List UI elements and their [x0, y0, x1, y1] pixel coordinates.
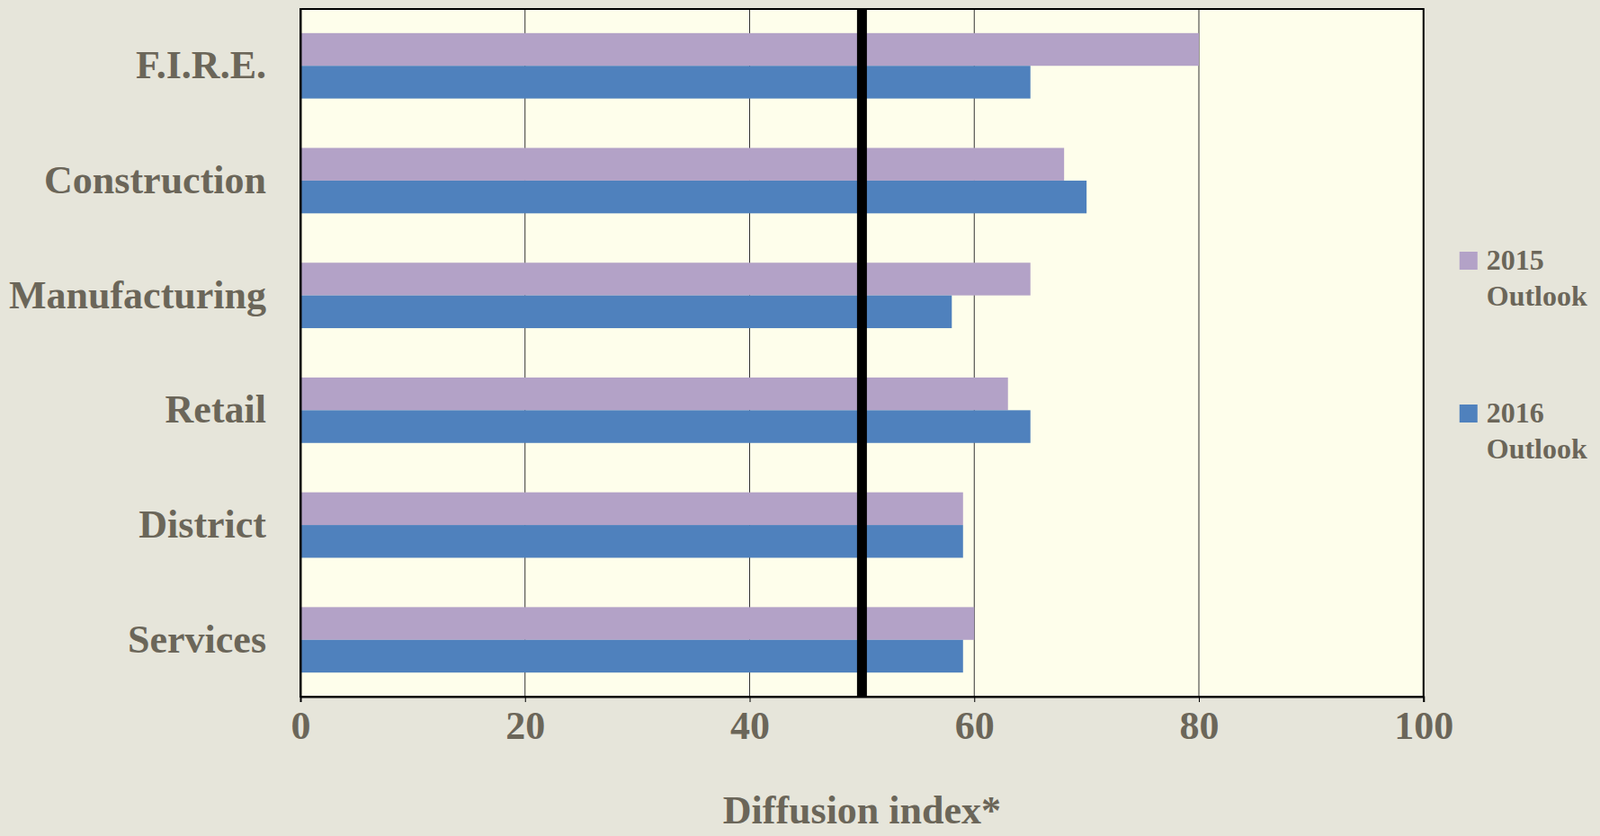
axis-line — [301, 697, 1425, 704]
tick: District — [138, 502, 301, 547]
tick-label: 100 — [1394, 704, 1454, 749]
category-label: District — [138, 502, 267, 547]
tick: Manufacturing — [8, 273, 301, 318]
category-label: F.I.R.E. — [135, 43, 267, 88]
legend-label: 2016Outlook — [1486, 396, 1588, 465]
category-label: Services — [127, 617, 267, 662]
tick: 100 — [1394, 697, 1454, 749]
axis-title: Diffusion index* — [723, 788, 1002, 833]
grid — [300, 8, 1424, 698]
grid-line — [300, 8, 302, 698]
axis-line — [300, 9, 303, 698]
plot-frame — [300, 8, 1424, 698]
tick: 20 — [505, 697, 546, 749]
tick-mark — [1198, 697, 1200, 703]
tick-label: 80 — [1179, 704, 1220, 749]
tick: Services — [127, 617, 301, 662]
tick-mark — [300, 697, 302, 703]
legend-swatch — [1459, 251, 1478, 270]
tick: 60 — [955, 697, 995, 749]
tick: F.I.R.E. — [135, 43, 301, 88]
bar-series — [300, 65, 1087, 673]
bar — [300, 65, 1031, 99]
bar — [300, 262, 1031, 295]
legend-label: 2015Outlook — [1486, 243, 1588, 313]
tick: Retail — [165, 387, 301, 432]
legend-item: 2015Outlook — [1459, 243, 1588, 313]
plot-background — [300, 8, 1424, 698]
tick-mark — [974, 697, 975, 703]
grid-line — [524, 8, 526, 698]
bar — [300, 33, 1199, 66]
tick-label: 0 — [291, 704, 312, 749]
grid-line — [749, 8, 751, 698]
tick-label: 60 — [955, 704, 995, 749]
bars — [300, 8, 1199, 698]
bar — [300, 295, 952, 329]
y-axis: F.I.R.E. Construction Manufacturing Retail D… — [8, 9, 302, 698]
tick-label: 20 — [505, 704, 546, 749]
tick-mark — [525, 697, 527, 703]
legend-swatch — [1459, 404, 1478, 423]
reference-line — [857, 8, 868, 698]
tick-mark — [750, 697, 751, 703]
bar-series — [300, 33, 1199, 641]
tick: 40 — [730, 697, 770, 749]
tick-mark — [1423, 697, 1425, 703]
category-label: Construction — [44, 158, 267, 203]
tick: 0 — [291, 697, 312, 749]
bar — [300, 410, 1031, 443]
bar — [300, 180, 1087, 214]
bar — [300, 607, 975, 640]
x-axis: 0 20 40 60 80 100 — [291, 697, 1455, 749]
legend: 2015Outlook 2016Outlook — [1459, 243, 1588, 465]
bar — [300, 377, 1009, 411]
grid-line — [974, 8, 975, 698]
bar — [300, 148, 1064, 181]
grid-line — [1198, 8, 1200, 698]
category-label: Retail — [165, 387, 267, 432]
tick-label: 40 — [730, 704, 770, 749]
chart-svg: 0 20 40 60 80 100 F.I.R.E. Construction Manufact… — [0, 0, 1600, 836]
tick: Construction — [44, 158, 301, 203]
legend-item: 2016Outlook — [1459, 396, 1588, 465]
tick: 80 — [1179, 697, 1220, 749]
category-label: Manufacturing — [8, 273, 267, 318]
